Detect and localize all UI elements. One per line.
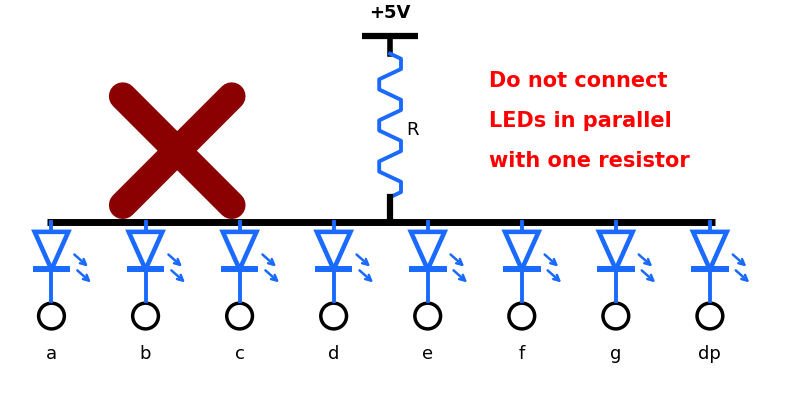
Text: with one resistor: with one resistor bbox=[489, 151, 690, 171]
Text: d: d bbox=[328, 345, 339, 363]
Text: c: c bbox=[234, 345, 245, 363]
Text: f: f bbox=[518, 345, 525, 363]
Text: LEDs in parallel: LEDs in parallel bbox=[489, 111, 672, 131]
Text: dp: dp bbox=[698, 345, 722, 363]
Text: e: e bbox=[422, 345, 434, 363]
Text: +5V: +5V bbox=[370, 4, 410, 22]
Text: a: a bbox=[46, 345, 57, 363]
Text: R: R bbox=[406, 122, 418, 140]
Text: b: b bbox=[140, 345, 151, 363]
Text: g: g bbox=[610, 345, 622, 363]
Text: Do not connect: Do not connect bbox=[489, 72, 668, 91]
